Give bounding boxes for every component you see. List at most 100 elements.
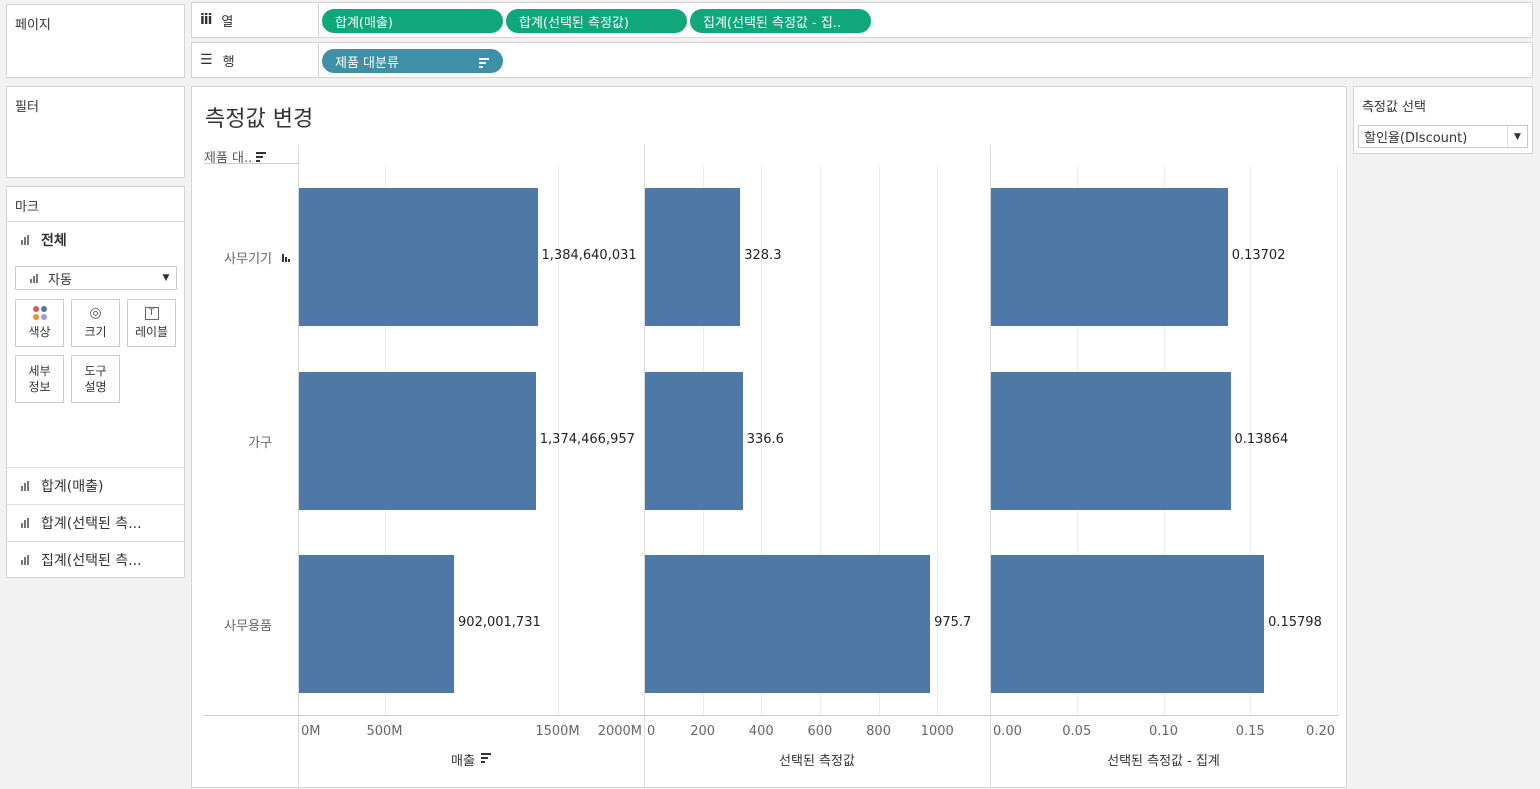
filters-panel[interactable]: 필터 (6, 86, 185, 178)
axis-bottom-line (204, 715, 1338, 716)
sort-descending-icon[interactable] (479, 56, 489, 70)
color-button-label: 색상 (28, 325, 51, 339)
marks-all-label: 전체 (41, 232, 67, 249)
data-label: 0.13864 (1234, 432, 1289, 447)
bar-0-1[interactable] (299, 372, 536, 510)
axis-title-2[interactable]: 선택된 측정값 - 집계 (1107, 750, 1220, 769)
axis-tick-label: 400 (748, 724, 774, 739)
bar-2-0[interactable] (991, 188, 1228, 326)
axis-title-text: 선택된 측정값 - 집계 (1107, 754, 1220, 769)
axis-title-text: 선택된 측정값 (779, 754, 855, 769)
pane-divider (644, 145, 645, 787)
bar-0-0[interactable] (299, 188, 538, 326)
axis-tick-label: 0 (647, 724, 656, 739)
row-header-1[interactable]: 가구 (248, 436, 272, 451)
axis-tick-label: 0.05 (1062, 724, 1092, 739)
viz-title: 측정값 변경 (205, 107, 314, 132)
gridline (820, 165, 821, 715)
label-button[interactable]: T 레이블 (127, 299, 176, 347)
bar-chart-icon (21, 234, 29, 245)
size-button-label: 크기 (84, 325, 107, 339)
axis-title-1[interactable]: 선택된 측정값 (779, 750, 855, 769)
axis-tick-label: 0.00 (993, 724, 1022, 739)
chevron-down-icon: ▼ (162, 273, 170, 283)
sort-descending-icon[interactable] (256, 150, 267, 164)
detail-button[interactable]: 세부 정보 (15, 355, 64, 403)
marks-card-sales[interactable]: 합계(매출) (7, 467, 184, 503)
bar-chart-icon (21, 480, 29, 491)
viz-panel: 측정값 변경 제품 대.. 사무기기 가구 사무용품 1,384,640,031 1,3… (191, 86, 1347, 788)
marks-card[interactable]: 마크 전체 자동 ▼ 색상 ◎ 크기 T 레이블 세부 정보 도구 설명 합계(… (6, 186, 185, 578)
parameter-dropdown[interactable]: 할인율(DIscount) ▼ (1358, 125, 1528, 148)
size-circles-icon: ◎ (89, 305, 102, 321)
gridline (761, 165, 762, 715)
sort-descending-icon[interactable] (480, 751, 491, 765)
axis-tick-label: 1000 (920, 724, 954, 739)
axis-title-text: 매출 (451, 754, 475, 769)
bar-0-2[interactable] (299, 555, 455, 693)
rows-shelf-label: ☰ 행 (192, 43, 319, 77)
marks-card-selected-measure-label: 합계(선택된 측... (41, 515, 142, 532)
parameter-value: 할인율(DIscount) (1364, 131, 1468, 146)
tooltip-button-label: 도구 설명 (84, 364, 107, 394)
gridline (937, 165, 938, 715)
text-label-icon: T (144, 306, 159, 320)
rows-icon: ☰ (200, 52, 213, 68)
columns-pill-sales[interactable]: 합계(매출) (322, 9, 503, 33)
parameter-panel[interactable]: 측정값 선택 할인율(DIscount) ▼ (1353, 86, 1533, 154)
label-button-label: 레이블 (134, 324, 169, 339)
row-header[interactable]: 제품 대.. (204, 147, 267, 166)
marks-card-sales-label: 합계(매출) (41, 478, 104, 495)
axis-tick-label: 600 (807, 724, 833, 739)
rows-shelf[interactable]: ☰ 행 제품 대분류 (191, 42, 1533, 78)
gridline (558, 165, 559, 715)
row-header-0[interactable]: 사무기기 (224, 252, 272, 267)
data-label: 328.3 (744, 248, 782, 263)
bar-1-2[interactable] (645, 555, 931, 693)
rows-pill-label: 제품 대분류 (335, 55, 399, 71)
row-header-2[interactable]: 사무용품 (224, 619, 272, 634)
columns-shelf-label: iii 열 (192, 3, 319, 37)
bar-chart-icon (30, 273, 38, 283)
axis-tick-label: 2000M (597, 724, 642, 739)
gridline (879, 165, 880, 715)
marks-card-selected-measure-agg[interactable]: 집계(선택된 측... (7, 541, 184, 577)
axis-tick-label: 0M (301, 724, 321, 739)
size-button[interactable]: ◎ 크기 (71, 299, 120, 347)
color-button[interactable]: 색상 (15, 299, 64, 347)
gridline (1337, 165, 1338, 715)
tooltip-button[interactable]: 도구 설명 (71, 355, 120, 403)
pages-panel-title: 페이지 (15, 18, 51, 33)
color-dots-icon (32, 306, 47, 320)
axis-tick-label: 0.15 (1235, 724, 1265, 739)
axis-title-0[interactable]: 매출 (451, 750, 491, 769)
marks-card-selected-measure[interactable]: 합계(선택된 측... (7, 504, 184, 540)
axis-tick-label: 0.20 (1306, 724, 1335, 739)
detail-button-label: 세부 정보 (28, 364, 51, 394)
chart-area: 사무기기 가구 사무용품 1,384,640,031 1,374,466,957 902,… (192, 87, 1346, 787)
bar-2-1[interactable] (991, 372, 1231, 510)
row-header-label: 제품 대.. (204, 151, 253, 166)
axis-tick-label: 800 (866, 724, 891, 739)
mark-type-value: 자동 (48, 272, 72, 288)
columns-shelf[interactable]: iii 열 합계(매출) 합계(선택된 측정값) 집계(선택된 측정값 - 집.… (191, 2, 1533, 38)
columns-icon: iii (200, 12, 212, 28)
columns-label-text: 열 (221, 14, 234, 30)
pane-divider (990, 145, 991, 787)
gridline (1250, 165, 1251, 715)
mark-type-dropdown[interactable]: 자동 ▼ (15, 266, 177, 290)
pages-panel[interactable]: 페이지 (6, 4, 185, 78)
axis-tick-label: 1500M (535, 724, 580, 739)
bar-2-2[interactable] (991, 555, 1265, 693)
columns-pill-selected-measure[interactable]: 합계(선택된 측정값) (506, 9, 687, 33)
data-label: 1,384,640,031 (541, 248, 637, 263)
marks-all-row[interactable]: 전체 (7, 221, 184, 257)
columns-pill-selected-measure-agg[interactable]: 집계(선택된 측정값 - 집.. (690, 9, 871, 33)
data-label: 975.7 (934, 615, 972, 630)
bar-1-1[interactable] (645, 372, 743, 510)
parameter-title: 측정값 선택 (1362, 100, 1426, 115)
marks-card-selected-measure-agg-label: 집계(선택된 측... (41, 552, 142, 569)
data-label: 336.6 (746, 432, 784, 447)
rows-pill-category[interactable]: 제품 대분류 (322, 49, 503, 73)
bar-1-0[interactable] (645, 188, 741, 326)
